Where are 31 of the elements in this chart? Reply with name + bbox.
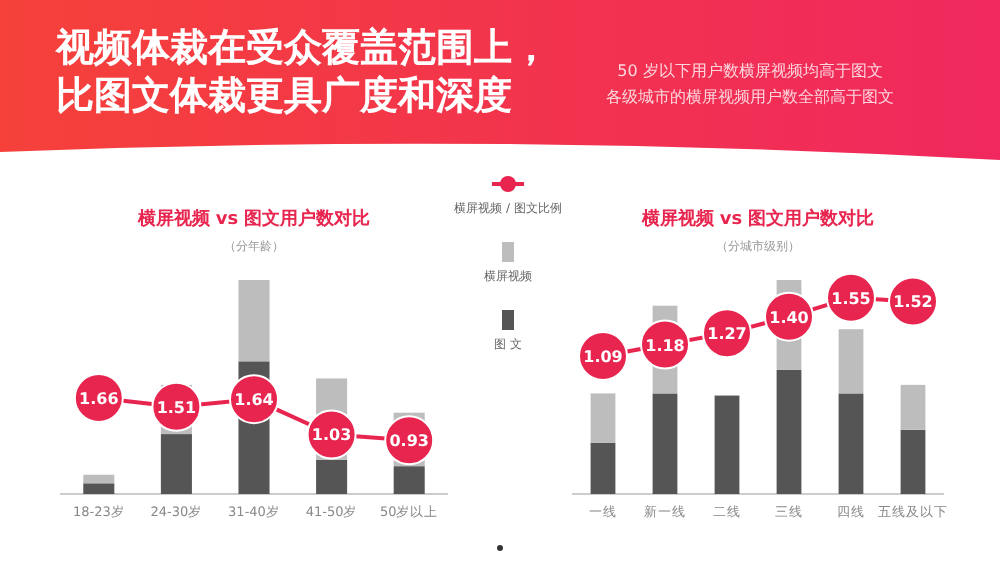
data-label: 1.64 — [234, 391, 275, 410]
data-label: 1.03 — [311, 426, 352, 445]
chart-title: 横屏视频 vs 图文用户数对比 — [135, 208, 371, 230]
bar — [590, 442, 616, 494]
data-label: 1.52 — [893, 293, 933, 312]
data-label: 1.66 — [79, 390, 120, 409]
text: 各级城市的横屏视频用户数全部高于图文 — [606, 88, 894, 106]
data-label: 1.40 — [769, 308, 810, 327]
data-label: 1.18 — [645, 336, 686, 355]
data-label: 1.55 — [831, 289, 872, 308]
bar — [83, 483, 115, 494]
bar — [900, 429, 926, 494]
text: 比图文体裁更具广度和深度 — [56, 74, 512, 118]
text: 50 岁以下用户数横屏视频均高于图文 — [617, 62, 883, 80]
bar — [776, 369, 802, 494]
bar — [83, 474, 115, 484]
data-label: 1.09 — [583, 347, 624, 366]
bar — [316, 459, 348, 494]
data-label: 0.93 — [389, 432, 429, 451]
bar — [590, 393, 616, 443]
bar — [838, 393, 864, 494]
chart-title: 横屏视频 vs 图文用户数对比 — [639, 208, 875, 230]
bar — [238, 280, 270, 362]
bar — [393, 466, 425, 494]
bar — [714, 395, 740, 494]
bar — [652, 393, 678, 494]
bar — [160, 434, 192, 494]
data-label: 1.27 — [707, 325, 747, 344]
text: 视频体裁在受众覆盖范围上， — [54, 26, 550, 70]
bar — [900, 384, 926, 430]
bar — [838, 329, 864, 394]
